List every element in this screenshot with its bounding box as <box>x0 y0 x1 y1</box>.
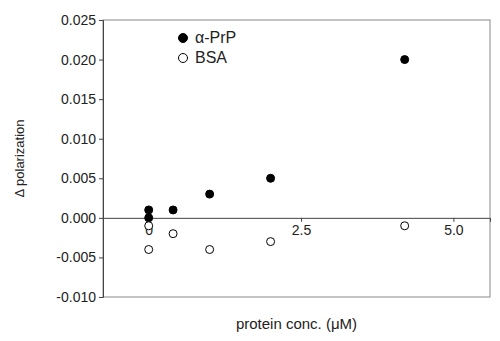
y-tick: 0.015 <box>61 91 103 107</box>
y-tick: 0.005 <box>61 170 103 186</box>
y-tick-mark <box>99 20 103 21</box>
point <box>145 214 153 222</box>
y-axis-title: Δ polarization <box>12 119 27 197</box>
chart: -0.010 -0.005 0.000 0.005 0.010 0.015 0.020 0.0… <box>0 0 500 341</box>
legend-marker <box>179 54 188 63</box>
x-axis-title: protein conc. (μM) <box>236 315 357 332</box>
point <box>206 190 214 198</box>
y-tick-mark <box>99 99 103 100</box>
x-tick: 2.5 <box>292 218 312 238</box>
y-tick: 0.010 <box>61 131 103 147</box>
point <box>169 206 177 214</box>
y-tick-label: 0.000 <box>61 210 96 226</box>
point <box>267 174 275 182</box>
y-tick: -0.005 <box>56 249 103 265</box>
y-tick: 0.020 <box>61 52 103 68</box>
y-tick-mark <box>99 257 103 258</box>
legend-item: α-PrP <box>179 29 237 46</box>
x-tick-label: 5.0 <box>444 222 464 238</box>
legend-label: α-PrP <box>195 29 236 46</box>
y-axis-line <box>99 21 104 298</box>
y-tick: 0.000 <box>61 210 103 226</box>
x-axis: 0 2.5 5.0 <box>104 218 491 238</box>
y-tick-label: 0.020 <box>61 52 96 68</box>
y-tick-label: 0.015 <box>61 91 96 107</box>
points <box>145 56 409 254</box>
y-tick-label: -0.010 <box>56 289 96 305</box>
point <box>267 238 275 246</box>
legend-item: BSA <box>179 49 228 66</box>
y-tick-mark <box>99 60 103 61</box>
point <box>145 206 153 214</box>
plot-frame <box>103 20 490 297</box>
point <box>145 246 153 254</box>
point <box>401 56 409 64</box>
point <box>206 246 214 254</box>
legend: α-PrP BSA <box>179 29 237 66</box>
y-tick-label: 0.005 <box>61 170 96 186</box>
x-tick-label: 0 <box>145 222 153 238</box>
y-tick: -0.010 <box>56 289 103 305</box>
legend-label: BSA <box>195 49 227 66</box>
y-tick-mark <box>99 218 103 219</box>
y-axis: -0.010 -0.005 0.000 0.005 0.010 0.015 0.020 0.0… <box>56 12 103 305</box>
y-tick-label: 0.010 <box>61 131 96 147</box>
plot: -0.010 -0.005 0.000 0.005 0.010 0.015 0.020 0.0… <box>56 12 490 305</box>
x-tick: 5.0 <box>444 218 464 238</box>
y-tick-mark <box>99 139 103 140</box>
legend-marker <box>179 34 188 43</box>
y-tick-label: -0.005 <box>56 249 96 265</box>
x-tick-label: 2.5 <box>292 222 312 238</box>
y-tick-label: 0.025 <box>61 12 96 28</box>
point <box>401 222 409 230</box>
y-tick-mark <box>99 297 103 298</box>
y-tick-mark <box>99 178 103 179</box>
point <box>169 230 177 238</box>
point <box>145 222 153 230</box>
y-tick: 0.025 <box>61 12 103 28</box>
